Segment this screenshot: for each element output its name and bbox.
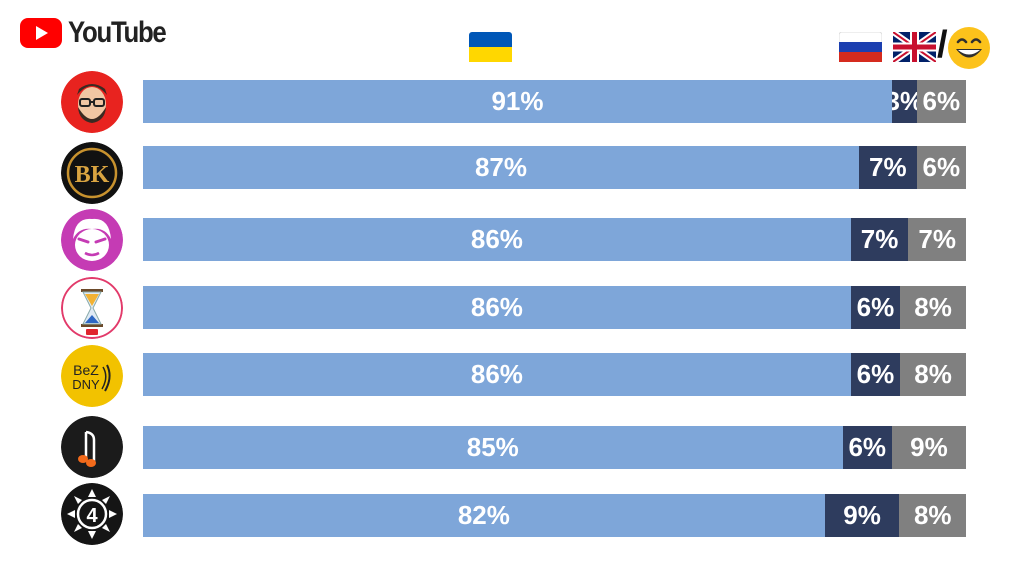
stacked-bar: 82% 9% 8%	[143, 494, 966, 537]
data-label: 6%	[848, 432, 887, 462]
data-label: 8%	[913, 500, 952, 530]
uk-flag-icon	[893, 32, 936, 62]
stacked-bar: 86% 7% 7%	[143, 218, 966, 261]
bar-segment-russian: 6%	[850, 286, 901, 329]
separator-slash: /	[937, 24, 948, 66]
channel-avatar-bearded-man-red	[61, 71, 123, 133]
svg-text:BK: BK	[75, 162, 110, 188]
data-label: 7%	[918, 224, 956, 254]
bar-segment-ukrainian: 87%	[143, 146, 859, 189]
channel-avatar-number-4: 4	[61, 483, 123, 545]
stacked-bar: 85% 6% 9%	[143, 426, 966, 469]
data-label: 85%	[466, 432, 519, 462]
bar-segment-english-other: 6%	[916, 146, 966, 189]
russia-flag-icon	[839, 32, 882, 62]
bar-segment-english-other: 8%	[900, 286, 966, 329]
data-label: 87%	[474, 152, 528, 182]
bar-segment-ukrainian: 86%	[143, 353, 851, 396]
bar-segment-english-other: 7%	[908, 218, 966, 261]
data-label: 6%	[856, 292, 895, 322]
data-label: 86%	[470, 359, 523, 389]
svg-text:DNY: DNY	[72, 377, 100, 392]
bar-segment-russian: 7%	[859, 146, 917, 189]
stacked-bar: 87% 7% 6%	[143, 146, 966, 189]
youtube-logo: YouTube	[20, 16, 181, 50]
bar-segment-ukrainian: 86%	[143, 286, 851, 329]
data-label: 6%	[922, 86, 961, 116]
bar-segment-ukrainian: 86%	[143, 218, 851, 261]
stacked-bar: 86% 6% 8%	[143, 353, 966, 396]
ukraine-flag-icon	[469, 32, 512, 62]
stacked-bar: 86% 6% 8%	[143, 286, 966, 329]
bar-segment-russian: 7%	[850, 218, 909, 261]
svg-text:4: 4	[86, 505, 98, 527]
bar-segment-english-other: 8%	[899, 494, 966, 537]
data-label: 82%	[457, 500, 510, 530]
data-label: 91%	[491, 86, 544, 116]
data-label: 8%	[914, 292, 952, 322]
bar-segment-ukrainian: 82%	[143, 494, 825, 537]
channel-avatar-hourglass	[61, 277, 123, 339]
grinning-emoji-icon	[948, 27, 990, 69]
channel-avatar-cartoon-face-pink	[61, 209, 123, 271]
data-label: 6%	[856, 359, 895, 389]
data-label: 9%	[910, 432, 948, 462]
data-label: 6%	[922, 152, 961, 182]
data-label: 9%	[843, 500, 881, 530]
channel-avatar-bk-logo: BK	[61, 142, 123, 204]
bar-segment-english-other: 6%	[916, 80, 966, 123]
svg-text:BeZ: BeZ	[73, 362, 99, 378]
data-label: 86%	[470, 292, 523, 322]
bar-segment-english-other: 8%	[900, 353, 966, 396]
bar-segment-russian: 3%	[891, 80, 917, 123]
bar-segment-russian: 6%	[850, 353, 901, 396]
bar-segment-russian: 6%	[842, 426, 892, 469]
bar-segment-russian: 9%	[824, 494, 900, 537]
youtube-wordmark: YouTube	[68, 16, 167, 49]
data-label: 3%	[891, 86, 917, 116]
data-label: 8%	[914, 359, 952, 389]
stacked-bar: 91% 3% 6%	[143, 80, 966, 123]
channel-avatar-bez-dnyu: BeZ DNY	[61, 345, 123, 407]
channel-avatar-music-note	[61, 416, 123, 478]
data-label: 7%	[869, 152, 907, 182]
bar-segment-ukrainian: 91%	[143, 80, 892, 123]
data-label: 86%	[470, 224, 523, 254]
bar-segment-ukrainian: 85%	[143, 426, 843, 469]
youtube-play-icon	[20, 18, 62, 48]
bar-segment-english-other: 9%	[891, 426, 966, 469]
data-label: 7%	[860, 224, 899, 254]
